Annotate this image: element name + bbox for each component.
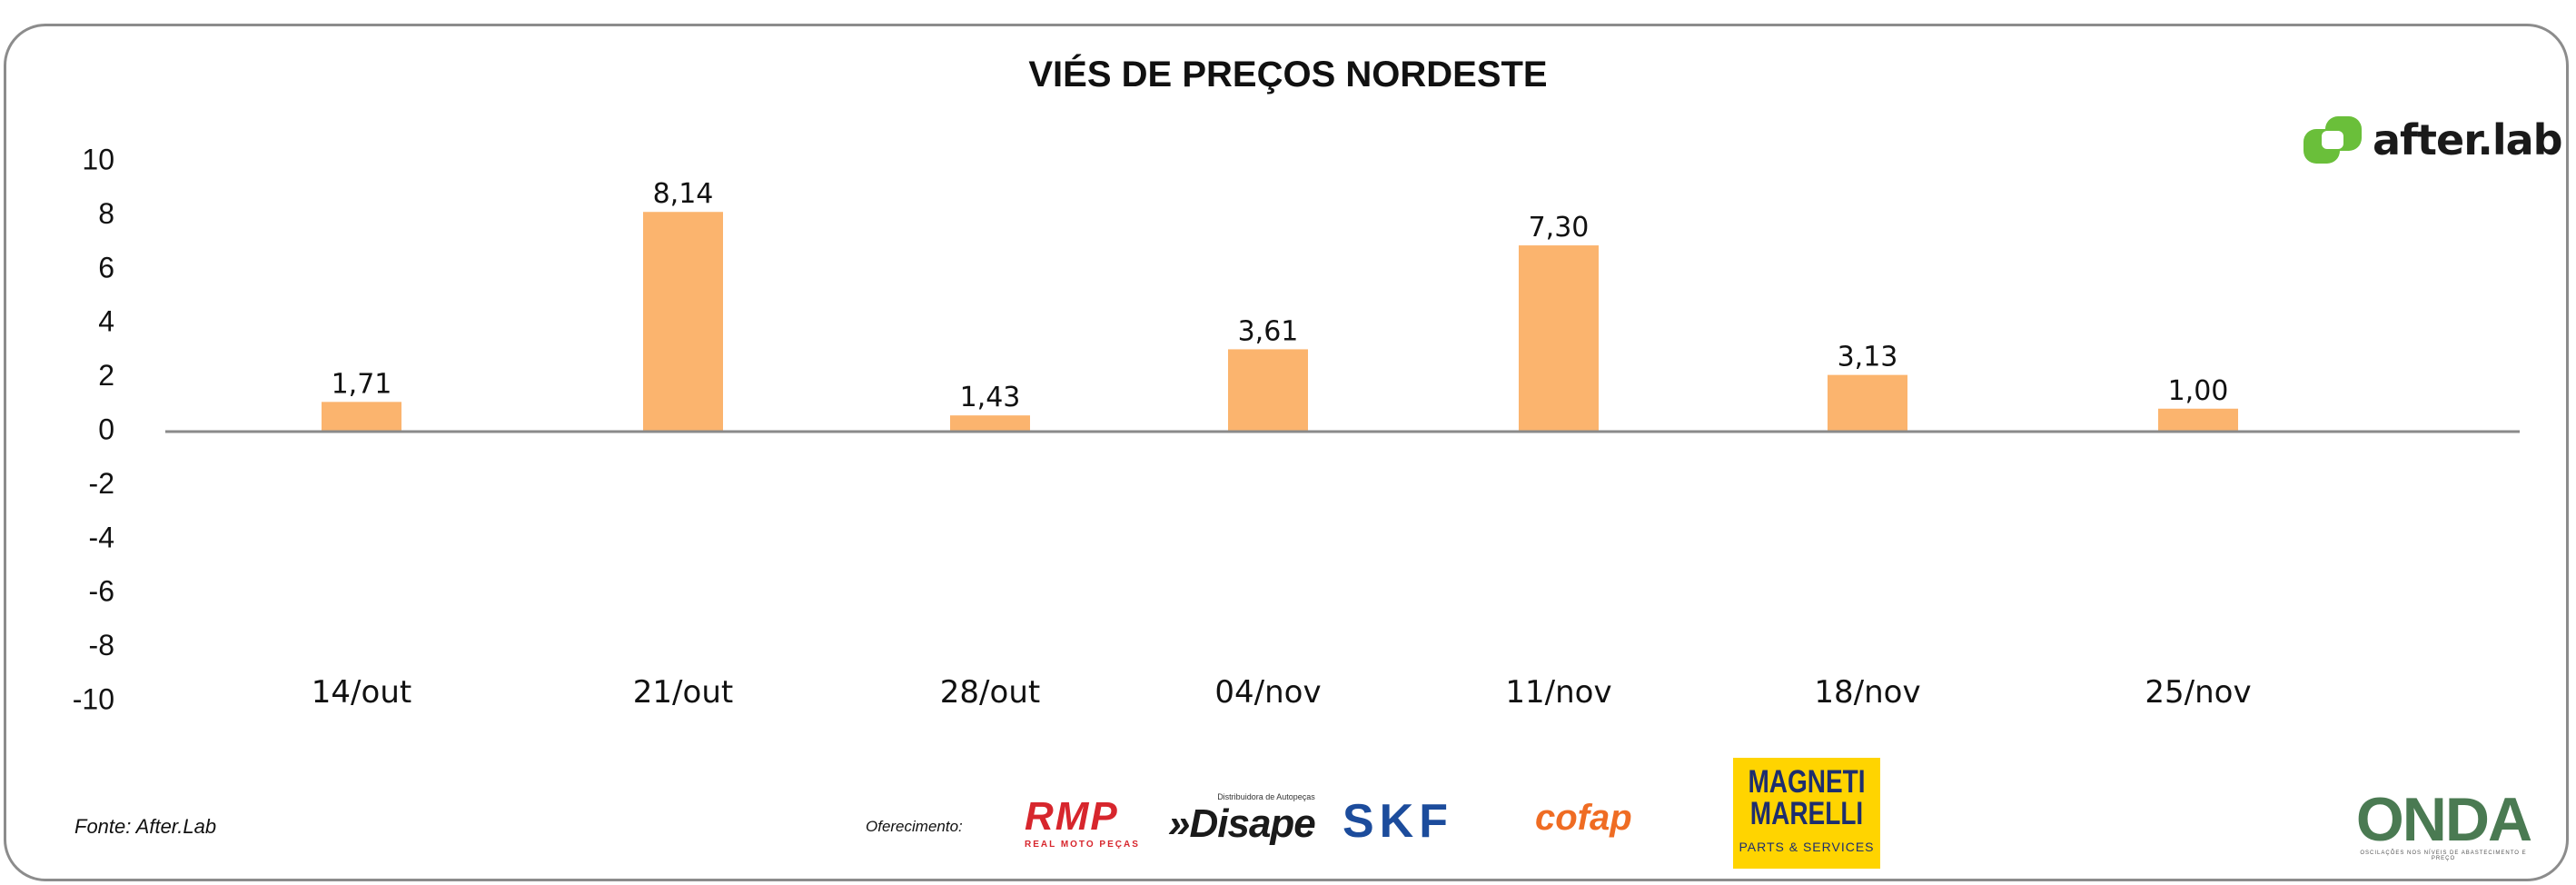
bar [322,402,401,432]
magneti-marelli-logo: MAGNETI MARELLI PARTS & SERVICES [1733,758,1880,869]
y-tick-label: 6 [98,251,114,283]
disape-logo: Distribuidora de Autopeças »Disape [1168,792,1316,847]
rmp-logo: RMP REAL MOTO PEÇAS [1025,794,1140,850]
disape-logo-text: »Disape [1168,801,1316,846]
x-tick-label: 25/nov [2145,674,2251,711]
data-label: 1,43 [960,382,1021,413]
bar [643,212,723,432]
onda-logo-text: ONDA [2355,785,2532,854]
onda-logo-subtext: OSCILAÇÕES NOS NÍVEIS DE ABASTECIMENTO E… [2360,850,2527,861]
afterlab-logo-text: after.lab [2373,115,2563,164]
cofap-logo-text: cofap [1535,798,1632,838]
data-label: 1,71 [332,368,392,400]
bar [950,415,1030,432]
magneti-marelli-logo-text: MAGNETI MARELLI [1748,763,1866,831]
afterlab-logo: after.lab [2302,113,2563,167]
y-tick-label: 8 [98,197,114,230]
y-tick-label: 2 [98,359,114,392]
y-tick-label: 0 [98,413,114,445]
y-tick-label: 4 [98,305,114,338]
data-label: 7,30 [1529,212,1590,244]
sponsor-label: Oferecimento: [866,818,963,835]
bar [2158,408,2238,432]
x-tick-label: 28/out [940,674,1040,711]
onda-logo: ONDA OSCILAÇÕES NOS NÍVEIS DE ABASTECIME… [2353,789,2534,861]
y-tick-label: 10 [82,143,114,175]
y-tick-label: -10 [73,682,114,715]
afterlab-logo-icon [2304,116,2362,164]
y-tick-label: -6 [89,575,114,608]
rmp-logo-subtext: REAL MOTO PEÇAS [1025,840,1140,850]
x-tick-label: 14/out [312,674,411,711]
x-tick-label: 04/nov [1214,674,1321,711]
y-tick-label: -4 [89,521,114,553]
bar [1828,374,1907,432]
data-label: 8,14 [653,178,714,210]
y-tick-label: -2 [89,467,114,500]
disape-logo-tagline: Distribuidora de Autopeças [1217,792,1315,801]
chart-title: VIÉS DE PREÇOS NORDESTE [1028,55,1548,94]
x-tick-label: 18/nov [1814,674,1920,711]
x-tick-label: 21/out [633,674,733,711]
data-label: 3,61 [1238,315,1299,347]
rmp-logo-text: RMP [1025,794,1119,839]
skf-logo: SKF [1342,795,1453,848]
y-tick-label: -8 [89,629,114,661]
magneti-marelli-logo-subtext: PARTS & SERVICES [1739,840,1875,854]
bar [1519,245,1599,432]
data-label: 3,13 [1838,342,1898,373]
chart-frame [4,24,2569,881]
data-label: 1,00 [2168,375,2229,407]
source-note: Fonte: After.Lab [74,815,217,838]
bar [1228,349,1308,432]
x-tick-label: 11/nov [1505,674,1611,711]
cofap-logo: cofap [1535,798,1632,839]
